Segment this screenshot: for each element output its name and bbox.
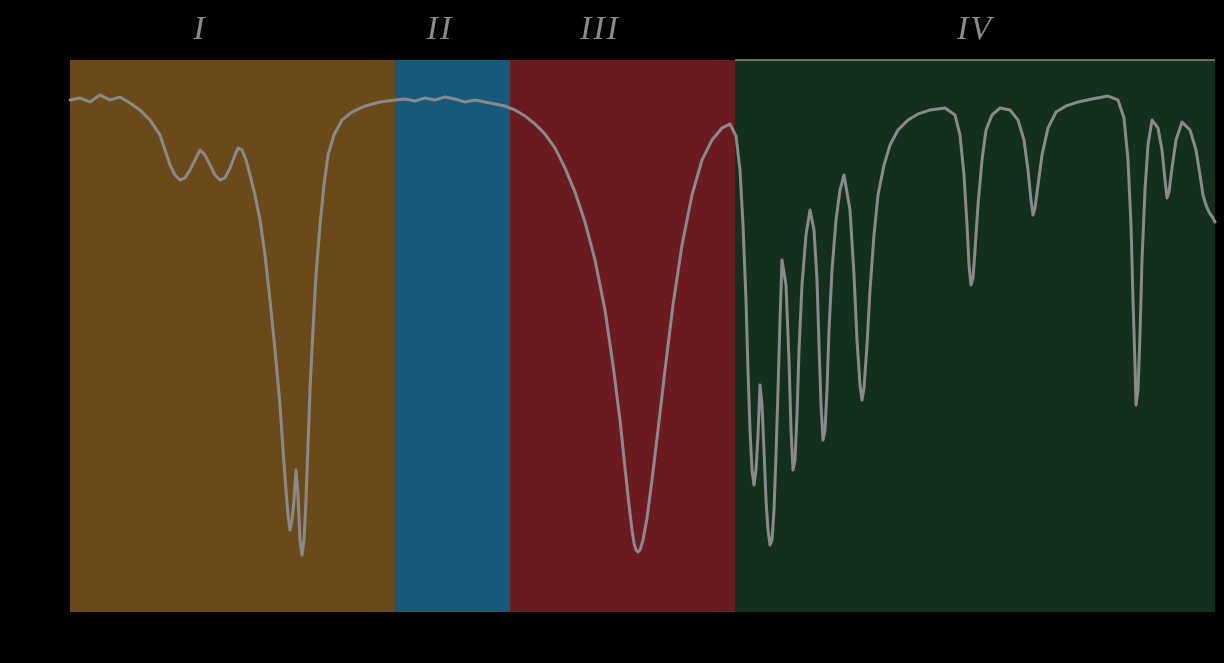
spectrum-chart: IIIIIIIV: [0, 0, 1224, 663]
region-label-II: II: [427, 10, 454, 48]
region-label-III: III: [580, 10, 620, 48]
region-I: [70, 60, 395, 612]
region-label-I: I: [193, 10, 206, 48]
region-label-IV: IV: [957, 10, 993, 48]
region-IV: [735, 60, 1215, 612]
region-III: [510, 60, 735, 612]
region-II: [395, 60, 510, 612]
chart-svg: [0, 0, 1224, 663]
